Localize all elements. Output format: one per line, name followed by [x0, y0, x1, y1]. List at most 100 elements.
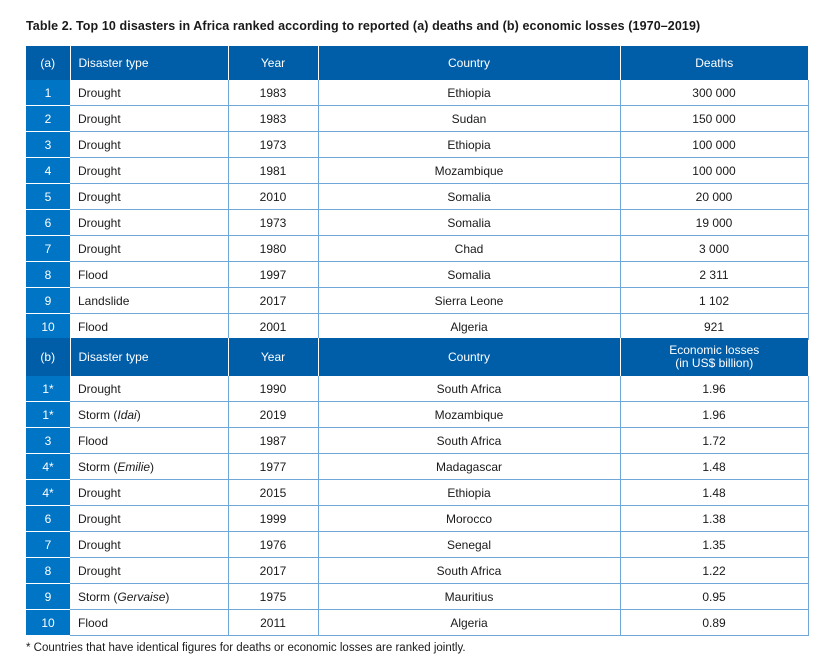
disaster-type-text: Drought: [78, 537, 121, 552]
disaster-type-cell: Drought: [70, 235, 229, 262]
disaster-type-cell: Drought: [70, 80, 229, 106]
country-cell: Ethiopia: [318, 479, 621, 506]
disaster-type-cell: Drought: [70, 209, 229, 236]
table-row: 8 Flood 1997 Somalia 2 311: [26, 261, 809, 288]
country-cell: Mauritius: [318, 583, 621, 610]
table-row: 7 Drought 1976 Senegal 1.35: [26, 531, 809, 558]
year-cell: 2001: [228, 313, 319, 340]
header-year: Year: [228, 338, 319, 376]
disaster-type-cell: Drought: [70, 505, 229, 532]
economic-losses-table-header: (b) Disaster type Year Country Economic …: [26, 338, 808, 376]
disaster-type-text: Drought: [78, 215, 121, 230]
country-cell: Somalia: [318, 209, 621, 236]
country-cell: South Africa: [318, 427, 621, 454]
year-cell: 2015: [228, 479, 319, 506]
year-cell: 2017: [228, 557, 319, 584]
value-cell: 1 102: [620, 287, 809, 314]
header-year: Year: [228, 46, 319, 80]
year-cell: 1980: [228, 235, 319, 262]
country-cell: Somalia: [318, 261, 621, 288]
value-cell: 1.96: [620, 376, 809, 402]
header-disaster-type: Disaster type: [70, 46, 229, 80]
disaster-type-cell: Drought: [70, 183, 229, 210]
disaster-type-cell: Drought: [70, 479, 229, 506]
value-cell: 1.48: [620, 479, 809, 506]
disaster-type-text: Drought: [78, 563, 121, 578]
rank-cell: 10: [26, 609, 70, 636]
disaster-type-cell: Drought: [70, 131, 229, 158]
rank-cell: 5: [26, 183, 70, 210]
disaster-type-text: Flood: [78, 615, 109, 630]
year-cell: 1973: [228, 209, 319, 236]
disaster-type-text: Drought: [78, 381, 121, 396]
disaster-type-text: Drought: [78, 511, 121, 526]
country-cell: Algeria: [318, 313, 621, 340]
value-cell: 100 000: [620, 157, 809, 184]
economic-losses-table: (b) Disaster type Year Country Economic …: [26, 338, 809, 636]
header-economic-losses: Economic losses (in US$ billion): [620, 338, 808, 376]
value-cell: 150 000: [620, 105, 809, 132]
disaster-type-text: Storm: [78, 407, 111, 422]
rank-cell: 4*: [26, 479, 70, 506]
country-cell: Mozambique: [318, 157, 621, 184]
table-row: 9 Landslide 2017 Sierra Leone 1 102: [26, 287, 809, 314]
country-cell: Sudan: [318, 105, 621, 132]
country-cell: Chad: [318, 235, 621, 262]
disaster-type-cell: Storm (Emilie): [70, 453, 229, 480]
value-cell: 2 311: [620, 261, 809, 288]
year-cell: 1999: [228, 505, 319, 532]
table-row: 6 Drought 1999 Morocco 1.38: [26, 505, 809, 532]
year-cell: 1987: [228, 427, 319, 454]
storm-name: Gervaise: [117, 589, 166, 604]
disaster-type-text: Drought: [78, 485, 121, 500]
disaster-type-cell: Flood: [70, 313, 229, 340]
table-row: 9 Storm (Gervaise) 1975 Mauritius 0.95: [26, 583, 809, 610]
header-economic-losses-line1: Economic losses: [669, 343, 760, 357]
value-cell: 100 000: [620, 131, 809, 158]
disaster-type-text: Flood: [78, 433, 109, 448]
country-cell: Somalia: [318, 183, 621, 210]
deaths-table-header: (a) Disaster type Year Country Deaths: [26, 46, 808, 80]
country-cell: South Africa: [318, 557, 621, 584]
country-cell: Ethiopia: [318, 131, 621, 158]
value-cell: 3 000: [620, 235, 809, 262]
disaster-type-cell: Storm (Gervaise): [70, 583, 229, 610]
year-cell: 1973: [228, 131, 319, 158]
disaster-type-cell: Landslide: [70, 287, 229, 314]
rank-cell: 6: [26, 505, 70, 532]
table-row: 4* Storm (Emilie) 1977 Madagascar 1.48: [26, 453, 809, 480]
year-cell: 2010: [228, 183, 319, 210]
rank-cell: 3: [26, 427, 70, 454]
header-section-label: (a): [26, 46, 71, 80]
value-cell: 20 000: [620, 183, 809, 210]
header-disaster-type: Disaster type: [70, 338, 229, 376]
disaster-type-text: Landslide: [78, 293, 130, 308]
value-cell: 0.95: [620, 583, 809, 610]
rank-cell: 4: [26, 157, 70, 184]
value-cell: 921: [620, 313, 809, 340]
rank-cell: 4*: [26, 453, 70, 480]
disaster-type-text: Drought: [78, 189, 121, 204]
country-cell: South Africa: [318, 376, 621, 402]
disaster-type-cell: Flood: [70, 261, 229, 288]
header-country: Country: [318, 338, 621, 376]
header-deaths: Deaths: [620, 46, 808, 80]
disaster-type-cell: Drought: [70, 157, 229, 184]
disaster-type-cell: Flood: [70, 427, 229, 454]
disaster-type-cell: Drought: [70, 105, 229, 132]
header-country: Country: [318, 46, 621, 80]
year-cell: 1983: [228, 80, 319, 106]
rank-cell: 9: [26, 287, 70, 314]
year-cell: 2017: [228, 287, 319, 314]
value-cell: 1.96: [620, 401, 809, 428]
rank-cell: 1*: [26, 376, 70, 402]
disaster-type-cell: Drought: [70, 376, 229, 402]
table-row: 10 Flood 2011 Algeria 0.89: [26, 609, 809, 636]
country-cell: Senegal: [318, 531, 621, 558]
table-row: 6 Drought 1973 Somalia 19 000: [26, 209, 809, 236]
year-cell: 1983: [228, 105, 319, 132]
table-row: 1* Storm (Idai) 2019 Mozambique 1.96: [26, 401, 809, 428]
disaster-type-cell: Flood: [70, 609, 229, 636]
rank-cell: 10: [26, 313, 70, 340]
